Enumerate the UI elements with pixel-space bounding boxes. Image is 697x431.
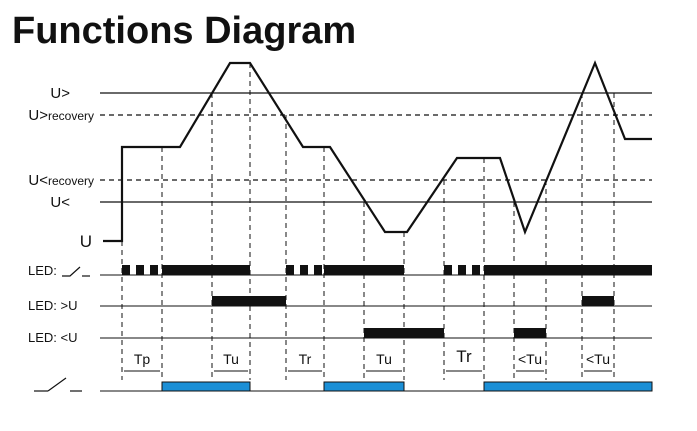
led-bars — [122, 265, 652, 338]
led-label: LED: — [28, 263, 57, 278]
interval-labels: Tp Tu Tr Tu Tr <Tu <Tu — [134, 347, 610, 367]
interval-label: Tp — [134, 351, 151, 367]
led-symbol — [62, 266, 81, 277]
level-label: U< — [50, 194, 70, 211]
level-label: U>recovery — [28, 107, 94, 124]
level-sub: recovery — [48, 109, 94, 123]
time-markers — [121, 63, 615, 380]
voltage-curve — [103, 60, 652, 243]
level-label: U< — [28, 172, 48, 189]
interval-label: Tr — [299, 351, 312, 367]
switch-bars — [161, 381, 653, 392]
interval-label: Tu — [376, 351, 392, 367]
level-label: U — [80, 232, 92, 251]
level-label: U> — [50, 85, 70, 102]
level-sub: recovery — [48, 174, 94, 188]
interval-label: <Tu — [518, 351, 542, 367]
switch-symbol — [34, 377, 82, 392]
level-labels: U> U>recovery U<recovery U< U — [28, 85, 94, 251]
interval-label: Tu — [223, 351, 239, 367]
level-label: U> — [28, 107, 48, 124]
level-label: U> — [50, 85, 70, 102]
title: Functions Diagram — [12, 10, 356, 52]
interval-label: Tr — [456, 347, 472, 366]
interval-label: <Tu — [586, 351, 610, 367]
level-label: U — [80, 232, 92, 251]
level-label: U<recovery — [28, 172, 94, 189]
led-labels: LED: LED: >U LED: <U — [28, 263, 78, 345]
led-label: LED: >U — [28, 298, 78, 313]
level-label: U< — [50, 194, 70, 211]
level-lines — [100, 92, 652, 203]
led-label: LED: <U — [28, 330, 78, 345]
